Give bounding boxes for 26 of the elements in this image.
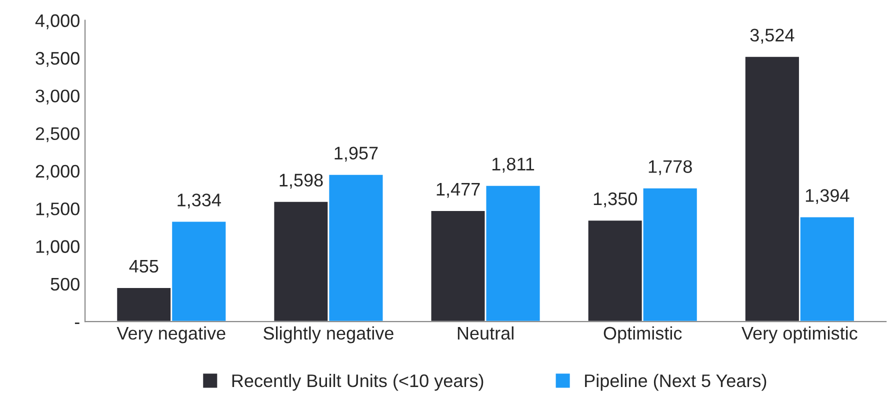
y-tick-label: 3,000: [36, 90, 80, 104]
data-label: 1,334: [178, 194, 221, 209]
data-label: 1,778: [648, 160, 692, 176]
data-label: 1,394: [806, 189, 850, 204]
data-label: 455: [129, 260, 158, 273]
data-label: 1,957: [334, 146, 378, 162]
legend-label: Pipeline (Next 5 Years): [585, 374, 766, 391]
y-tick-label: 500: [50, 278, 80, 291]
data-label: 3,524: [750, 28, 794, 44]
data-label: 1,598: [280, 174, 323, 189]
y-tick-label: 2,500: [36, 127, 80, 142]
x-tick-label: Neutral: [458, 326, 514, 340]
data-label: 1,350: [594, 192, 637, 208]
y-tick-label: 2,000: [36, 164, 80, 180]
y-tick-label: 4,000: [35, 14, 80, 30]
y-tick-label: -: [74, 322, 80, 324]
x-tick-label: Optimistic: [604, 326, 682, 344]
y-tick-label: 1,000: [36, 240, 80, 256]
x-tick-label: Slightly negative: [264, 326, 394, 344]
x-tick-label: Very negative: [116, 326, 226, 344]
y-tick-label: 3,500: [36, 52, 80, 67]
data-label: 1,477: [436, 183, 480, 198]
y-tick-label: 1,500: [36, 202, 80, 218]
x-tick-label: Very optimistic: [742, 326, 858, 344]
legend-label: Recently Built Units (<10 years): [232, 374, 484, 391]
data-label: 1,811: [492, 158, 534, 173]
